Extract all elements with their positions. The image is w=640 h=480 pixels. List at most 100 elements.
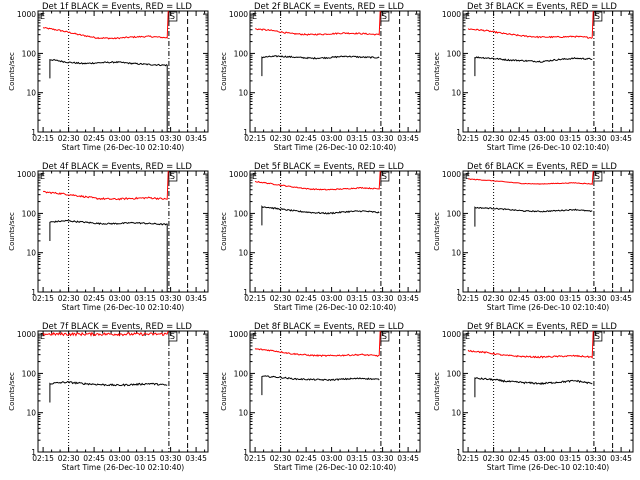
x-tick-label: 03:30: [585, 134, 607, 143]
y-tick-label: 1000: [17, 330, 36, 339]
series-line-events: [261, 375, 380, 396]
y-tick-label: 1000: [17, 170, 36, 179]
s-marker-box: [380, 331, 390, 342]
e-marker-label: E: [465, 12, 470, 21]
x-tick-label: 02:15: [244, 134, 266, 143]
x-tick-label: 02:15: [457, 454, 479, 463]
y-tick-label: 10: [238, 409, 248, 418]
y-tick-label: 1000: [229, 10, 248, 19]
x-tick-label: 02:15: [244, 294, 266, 303]
plot-frame: [37, 10, 209, 133]
x-tick-label: 03:45: [185, 134, 207, 143]
x-axis-label: Start Time (26-Dec-10 02:10:40): [274, 143, 396, 152]
series-line-lld: [42, 10, 169, 40]
y-axis-label: Counts/sec: [220, 372, 228, 411]
panel-8: Det 8f BLACK = Events, RED = LLD 1 10 100 10…: [220, 322, 421, 472]
s-marker-label: S: [382, 172, 387, 181]
e-marker-label: E: [252, 12, 257, 21]
x-tick-label: 03:30: [372, 294, 394, 303]
y-tick-label: 100: [234, 369, 249, 378]
x-axis-label: Start Time (26-Dec-10 02:10:40): [274, 303, 396, 312]
panel-7: Det 7f BLACK = Events, RED = LLD 1 10 100 10…: [8, 322, 209, 472]
x-axis-label: Start Time (26-Dec-10 02:10:40): [274, 463, 396, 472]
x-tick-label: 03:30: [585, 294, 607, 303]
x-axis-label: Start Time (26-Dec-10 02:10:40): [487, 143, 609, 152]
y-axis-label: Counts/sec: [8, 212, 16, 251]
x-tick-label: 02:45: [508, 134, 530, 143]
y-axis-label: Counts/sec: [433, 372, 441, 411]
x-tick-label: 03:45: [397, 134, 419, 143]
x-tick-label: 02:45: [508, 294, 530, 303]
x-tick-label: 03:00: [321, 454, 343, 463]
panel-3: Det 3f BLACK = Events, RED = LLD 1 10 100 10…: [433, 2, 634, 152]
x-tick-label: 03:15: [134, 294, 156, 303]
e-marker-label: E: [252, 332, 257, 341]
panel-title: Det 1f BLACK = Events, RED = LLD: [42, 2, 192, 12]
x-tick-label: 03:15: [346, 454, 368, 463]
e-marker-label: E: [40, 12, 45, 21]
plot-frame: [37, 330, 209, 453]
series-line-lld: [467, 10, 594, 39]
y-tick-label: 10: [451, 249, 461, 258]
panel-title: Det 3f BLACK = Events, RED = LLD: [467, 2, 617, 12]
x-tick-label: 03:45: [185, 454, 207, 463]
y-tick-label: 1000: [442, 170, 461, 179]
y-tick-label: 1000: [229, 330, 248, 339]
s-marker-box: [380, 11, 390, 22]
y-tick-label: 100: [447, 369, 462, 378]
s-marker-label: S: [170, 12, 175, 21]
x-tick-label: 02:45: [83, 134, 105, 143]
plot-frame: [249, 330, 421, 453]
y-tick-label: 1: [456, 288, 461, 297]
x-tick-label: 02:30: [58, 134, 80, 143]
x-tick-label: 03:00: [109, 454, 131, 463]
series-line-events: [474, 56, 593, 77]
series-line-lld: [254, 170, 381, 191]
series-line-lld: [42, 170, 169, 201]
x-tick-label: 02:45: [295, 134, 317, 143]
x-tick-label: 02:45: [83, 294, 105, 303]
plot-frame: [462, 10, 634, 133]
y-axis-label: Counts/sec: [8, 372, 16, 411]
x-tick-label: 03:00: [321, 294, 343, 303]
y-axis-label: Counts/sec: [433, 52, 441, 91]
series-line-events: [49, 219, 168, 292]
x-tick-label: 03:30: [160, 454, 182, 463]
s-marker-label: S: [595, 12, 600, 21]
x-tick-label: 03:00: [534, 454, 556, 463]
y-tick-label: 1000: [442, 10, 461, 19]
y-tick-label: 10: [26, 249, 36, 258]
x-tick-label: 03:45: [610, 454, 632, 463]
x-tick-label: 03:15: [134, 134, 156, 143]
y-tick-label: 1000: [442, 330, 461, 339]
y-tick-label: 10: [451, 89, 461, 98]
y-tick-label: 1: [31, 288, 36, 297]
x-tick-label: 03:45: [397, 294, 419, 303]
y-tick-label: 1: [31, 448, 36, 457]
x-tick-label: 03:00: [109, 294, 131, 303]
x-tick-label: 02:30: [483, 454, 505, 463]
e-marker-label: E: [252, 172, 257, 181]
plot-frame: [37, 170, 209, 293]
x-tick-label: 02:30: [270, 134, 292, 143]
x-axis-label: Start Time (26-Dec-10 02:10:40): [62, 303, 184, 312]
series-line-events: [474, 377, 593, 398]
panel-title: Det 4f BLACK = Events, RED = LLD: [42, 162, 192, 172]
s-marker-label: S: [170, 332, 175, 341]
x-tick-label: 02:30: [270, 454, 292, 463]
s-marker-box: [593, 11, 603, 22]
x-tick-label: 03:00: [534, 134, 556, 143]
s-marker-box: [168, 11, 178, 22]
x-tick-label: 02:30: [483, 294, 505, 303]
y-axis-label: Counts/sec: [220, 212, 228, 251]
panel-title: Det 7f BLACK = Events, RED = LLD: [42, 322, 192, 332]
y-axis-label: Counts/sec: [433, 212, 441, 251]
y-tick-label: 10: [238, 249, 248, 258]
y-tick-label: 10: [26, 409, 36, 418]
e-marker-label: E: [40, 172, 45, 181]
panel-title: Det 9f BLACK = Events, RED = LLD: [467, 322, 617, 332]
panel-2: Det 2f BLACK = Events, RED = LLD 1 10 100 10…: [220, 2, 421, 152]
y-tick-label: 100: [22, 209, 37, 218]
plot-frame: [462, 330, 634, 453]
series-line-events: [49, 380, 168, 403]
